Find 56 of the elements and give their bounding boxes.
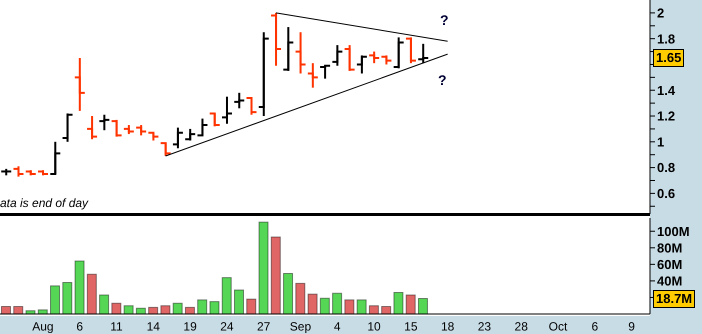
y-tick-label: 1 — [657, 134, 664, 150]
candlestick — [122, 125, 135, 134]
candlestick — [86, 116, 98, 140]
candlestick — [331, 45, 344, 66]
y-tick-label: 60M — [657, 256, 682, 272]
candlestick — [110, 120, 123, 137]
x-tick-label: Sep — [290, 320, 312, 334]
candlestick — [160, 142, 172, 156]
candlestick — [319, 64, 332, 79]
y-tick-label: 0.8 — [657, 160, 676, 176]
y-tick-label: 100M — [657, 224, 690, 239]
candlestick — [220, 96, 233, 124]
y-tick-label: 2 — [657, 6, 664, 21]
x-tick-label: 15 — [404, 320, 418, 334]
y-tick-label: 40M — [657, 274, 682, 289]
x-tick-label: Aug — [32, 320, 54, 334]
text: 18.7M — [653, 290, 696, 308]
candlestick — [233, 92, 246, 108]
annotation: ? — [440, 12, 449, 28]
x-tick-label: 9 — [628, 320, 636, 334]
candlestick — [135, 125, 148, 136]
y-tick-label: 0.6 — [657, 186, 676, 201]
x-tick-label: 6 — [591, 320, 598, 334]
x-tick-label: 11 — [110, 320, 124, 334]
x-tick-label: 19 — [183, 320, 198, 334]
candlestick — [12, 166, 24, 177]
candlestick — [208, 112, 221, 126]
x-tick-label: 6 — [76, 320, 84, 334]
candlestick — [246, 96, 258, 115]
candlestick — [98, 114, 110, 130]
candlestick — [196, 118, 208, 136]
candlestick — [24, 170, 37, 176]
annotation: ? — [438, 72, 447, 88]
candlestick — [380, 55, 392, 64]
text: 1.65 — [653, 49, 684, 67]
candlestick — [172, 128, 184, 148]
annotation: ata is end of day — [0, 196, 88, 210]
candlestick — [306, 63, 319, 88]
x-tick-label: 24 — [220, 320, 234, 334]
x-tick-label: 14 — [146, 320, 160, 334]
candlestick — [37, 170, 50, 176]
x-tick-label: 4 — [334, 320, 341, 334]
x-tick-label: 27 — [257, 320, 271, 334]
y-tick-label: 1.4 — [657, 82, 676, 98]
x-tick-label: 23 — [478, 320, 492, 334]
x-tick-label: 28 — [514, 320, 528, 334]
y-tick-label: 1.8 — [657, 31, 676, 46]
candlestick — [368, 52, 380, 64]
x-tick-label: Oct — [548, 320, 568, 334]
y-tick-label: 1.2 — [657, 108, 676, 124]
x-tick-label: 18 — [440, 320, 455, 334]
x-tick-label: 10 — [367, 320, 382, 334]
candlestick — [147, 132, 160, 141]
y-tick-label: 80M — [657, 240, 682, 256]
candlestick — [356, 55, 368, 74]
candlestick — [184, 128, 196, 141]
